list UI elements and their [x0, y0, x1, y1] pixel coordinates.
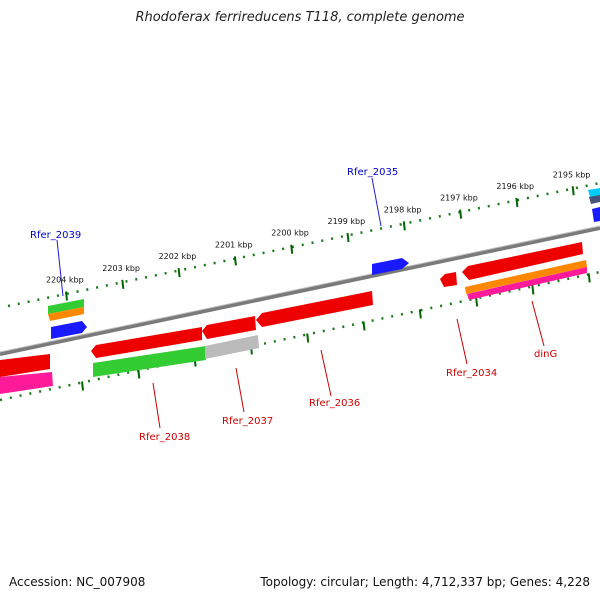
scale-major-tick	[571, 186, 575, 196]
feature-edge-cyan[interactable]	[588, 188, 600, 197]
leader-rfer-2034	[456, 318, 468, 365]
scale-label: 2199 kbp	[328, 217, 366, 226]
label-rfer-2038[interactable]: Rfer_2038	[139, 432, 190, 443]
feature-left-edge-red[interactable]	[0, 354, 50, 377]
feature-edge-blue[interactable]	[592, 207, 600, 222]
scale-major-tick	[290, 244, 294, 254]
feature-rfer-2034-red[interactable]	[462, 242, 583, 280]
scale-label: 2202 kbp	[159, 252, 197, 261]
scale-major-tick-lower	[362, 321, 366, 331]
feature-rfer-2039-blue[interactable]	[51, 321, 87, 339]
scale-major-tick	[402, 221, 406, 231]
genome-summary-text: Topology: circular; Length: 4,712,337 bp…	[260, 575, 590, 589]
label-rfer-2035[interactable]: Rfer_2035	[347, 167, 398, 178]
scale-major-tick-lower	[531, 285, 535, 295]
feature-rfer-2036-red[interactable]	[256, 291, 373, 327]
scale-label: 2200 kbp	[271, 229, 309, 238]
label-rfer-2036[interactable]: Rfer_2036	[309, 398, 360, 409]
label-rfer-2037[interactable]: Rfer_2037	[222, 416, 273, 427]
feature-rfer-2037-gray[interactable]	[205, 335, 259, 359]
leader-rfer-2039	[56, 239, 64, 297]
feature-rfer-2038-red[interactable]	[91, 327, 202, 358]
leader-rfer-2038	[152, 382, 161, 429]
feature-rfer-2037-red[interactable]	[202, 316, 256, 339]
feature-left-edge-magenta[interactable]	[0, 372, 53, 394]
scale-major-tick-lower	[81, 381, 84, 391]
feature-dinG-magenta[interactable]	[467, 267, 587, 300]
scale-major-tick-lower	[137, 369, 141, 379]
genome-backbone-highlight	[0, 225, 600, 353]
feature-rfer-2039-group	[48, 299, 87, 339]
scale-major-tick-lower	[475, 297, 479, 307]
feature-edge-dark[interactable]	[589, 195, 600, 204]
scale-label: 2203 kbp	[102, 264, 140, 273]
label-rfer-2034[interactable]: Rfer_2034	[446, 368, 497, 379]
feature-rfer-2038-green[interactable]	[93, 346, 206, 377]
feature-orange-right[interactable]	[465, 260, 587, 294]
feature-orange-upper[interactable]	[48, 307, 84, 321]
scale-label: 2196 kbp	[496, 182, 534, 191]
leader-rfer-2035	[371, 177, 382, 227]
scale-major-tick	[65, 291, 68, 301]
scale-major-tick	[177, 268, 181, 278]
accession-text: Accession: NC_007908	[9, 575, 146, 589]
leader-rfer-2037	[235, 367, 245, 413]
scale-major-tick	[459, 209, 463, 219]
feature-small-red-arrow[interactable]	[440, 272, 457, 287]
scale-major-tick-lower	[306, 333, 310, 343]
feature-green-upper[interactable]	[48, 299, 84, 314]
scale-major-tick	[233, 256, 237, 266]
scale-label: 2201 kbp	[215, 240, 253, 249]
upper-scale-track	[7, 181, 600, 308]
feature-rfer-2035-blue[interactable]	[372, 258, 409, 275]
scale-major-tick	[121, 279, 125, 289]
leader-dinG	[531, 300, 545, 347]
scale-labels: 2204 kbp 2203 kbp 2202 kbp 2201 kbp 2200 kbp…	[46, 170, 590, 284]
scale-label: 2198 kbp	[384, 205, 422, 214]
scale-major-tick-lower	[418, 309, 422, 319]
map-title: Rhodoferax ferrireducens T118, complete …	[135, 10, 465, 25]
label-rfer-2039[interactable]: Rfer_2039	[30, 230, 81, 241]
leader-rfer-2036	[320, 349, 332, 397]
scale-major-tick-lower	[587, 273, 591, 283]
scale-label: 2195 kbp	[553, 170, 591, 179]
label-dinG[interactable]: dinG	[534, 349, 557, 360]
scale-major-tick	[346, 232, 350, 243]
lower-scale-track	[0, 270, 600, 402]
scale-label: 2204 kbp	[46, 276, 84, 285]
scale-label: 2197 kbp	[440, 194, 478, 203]
scale-major-tick	[515, 197, 519, 208]
genome-backbone	[0, 226, 600, 356]
